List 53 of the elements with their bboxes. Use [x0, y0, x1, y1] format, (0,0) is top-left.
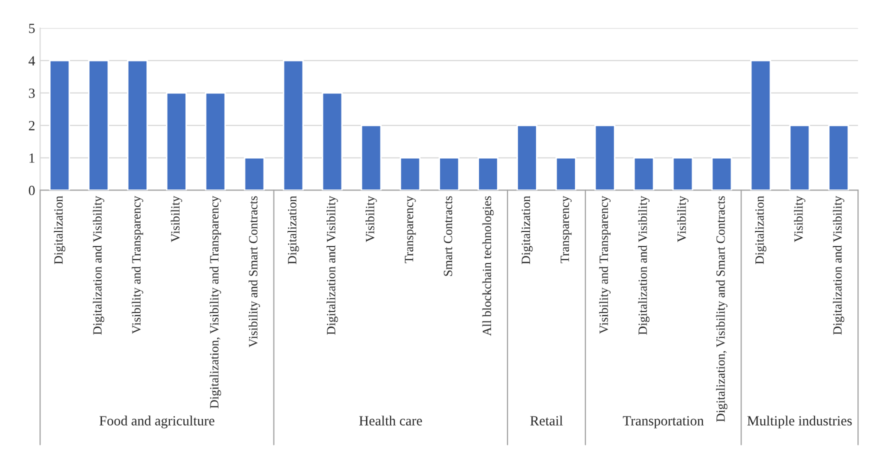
- bar: [594, 124, 616, 190]
- x-tick-label: Visibility and Transparency: [599, 196, 611, 334]
- y-tick-label: 3: [28, 88, 35, 98]
- bar: [672, 157, 694, 190]
- x-tick-label: Digitalization: [754, 196, 766, 264]
- x-tick-label: Visibility: [365, 196, 377, 242]
- bar: [711, 157, 732, 190]
- bar: [49, 60, 70, 190]
- y-tick-label: 0: [28, 186, 35, 196]
- x-tick-label: Visibility and Transparency: [132, 196, 144, 334]
- bar: [555, 157, 576, 190]
- x-tick-label: Digitalization: [54, 196, 66, 264]
- text: Retail: [530, 416, 563, 426]
- x-tick-label: Visibility: [677, 196, 688, 242]
- x-tick-label: Digitalization, Visibility and Smart Contracts: [716, 196, 728, 422]
- bar: [789, 124, 810, 190]
- y-tick-label: 4: [28, 56, 36, 66]
- bar: [282, 60, 304, 190]
- bar: [478, 157, 498, 190]
- x-tick-label: Digitalization: [288, 196, 299, 264]
- text: Health care: [359, 416, 422, 426]
- x-tick-label: Smart Contracts: [444, 196, 452, 276]
- bar: [360, 124, 382, 190]
- x-tick-label: Digitalization and Visibility: [832, 196, 844, 335]
- x-tick-label: Transparency: [404, 196, 416, 264]
- bar: [127, 60, 148, 190]
- x-tick-label: Digitalization and Visibility: [326, 196, 338, 335]
- x-tick-label: All blockchain technologies: [482, 196, 494, 336]
- bar: [322, 92, 343, 190]
- x-tick-label: Digitalization and Visibility: [92, 196, 104, 335]
- bar: [204, 92, 226, 190]
- bar: [244, 157, 265, 190]
- bar: [400, 157, 421, 190]
- text: Transportation: [622, 416, 704, 428]
- y-tick-label: 5: [29, 24, 35, 34]
- text: Food and agriculture: [100, 416, 214, 428]
- bar: [750, 60, 772, 190]
- bar: [516, 124, 538, 190]
- bar: [438, 157, 460, 190]
- x-tick-label: Digitalization and Visibility: [638, 196, 650, 335]
- y-tick-label: 1: [30, 153, 34, 163]
- text: Multiple industries: [747, 416, 852, 428]
- x-tick-label: Digitalization: [521, 196, 533, 264]
- x-tick-label: Visibility: [170, 196, 182, 242]
- x-tick-label: Visibility: [794, 196, 806, 242]
- bar: [633, 157, 654, 190]
- y-tick-label: 2: [28, 121, 34, 130]
- x-tick-label: Visibility and Smart Contracts: [248, 196, 260, 348]
- bar: [88, 60, 109, 190]
- bar: [166, 92, 187, 190]
- bar: [828, 124, 850, 190]
- x-tick-label: Transparency: [560, 196, 572, 264]
- x-tick-label: Digitalization, Visibility and Transparency: [210, 196, 222, 408]
